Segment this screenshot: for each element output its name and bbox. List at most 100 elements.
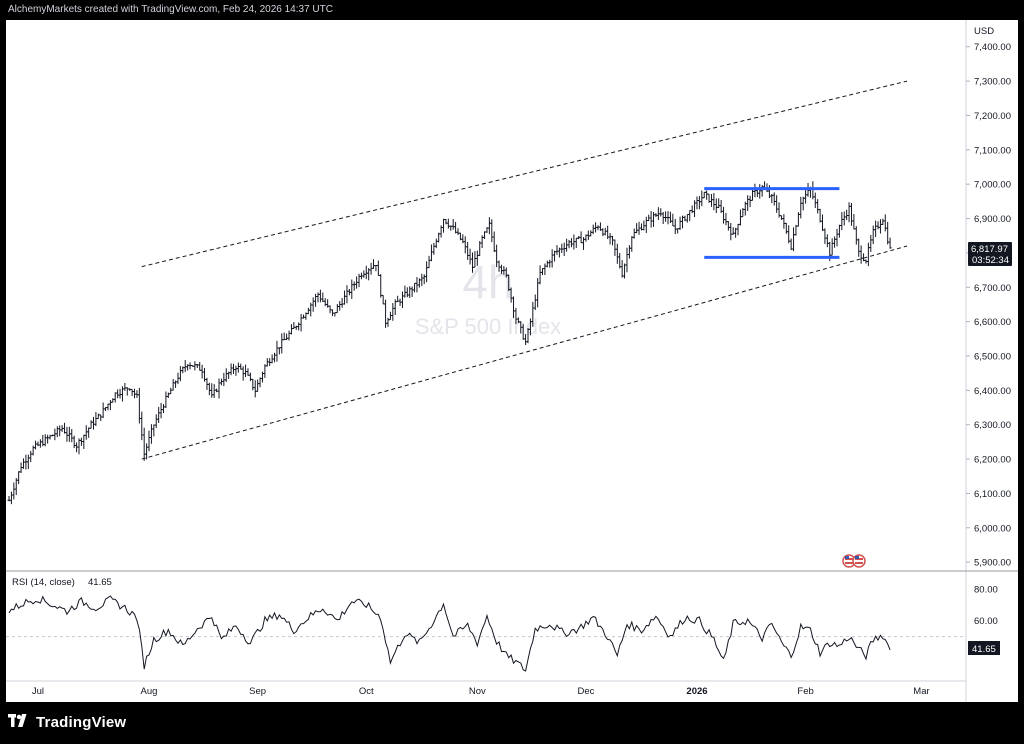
price-bar [847, 202, 851, 223]
time-tick-label: Feb [797, 686, 813, 697]
price-bar [159, 402, 163, 419]
time-tick-label: Aug [141, 686, 158, 697]
price-bar [229, 363, 233, 376]
price-bar [318, 289, 322, 303]
price-bar [830, 238, 834, 256]
price-bar [12, 482, 16, 500]
price-bar [89, 420, 93, 429]
time-axis[interactable]: Jul Aug Sep Oct Nov Dec 2026 Feb Mar [32, 686, 930, 697]
price-bar [345, 285, 349, 304]
last-price-value: 6,817.97 [971, 244, 1008, 255]
price-bar [738, 209, 742, 226]
price-bar [335, 304, 339, 314]
price-bar [113, 392, 117, 403]
channel-lower-line [141, 245, 908, 460]
price-bar [147, 430, 151, 452]
price-bar [610, 235, 614, 246]
price-bar [364, 265, 368, 280]
price-bar [823, 228, 827, 244]
price-bar [297, 322, 301, 331]
price-bar [374, 264, 378, 272]
tradingview-brand[interactable]: TradingView [8, 714, 126, 732]
price-bar [487, 217, 491, 235]
price-bar [425, 261, 429, 283]
rsi-line [8, 595, 891, 672]
price-bar [659, 208, 663, 217]
price-bar [251, 378, 255, 391]
price-bar [111, 398, 115, 403]
rsi-tick-label: 60.00 [974, 616, 998, 627]
price-bar [53, 428, 57, 441]
price-bar [589, 230, 593, 237]
price-bar [84, 425, 88, 440]
price-bar [714, 198, 718, 214]
price-bar [883, 214, 887, 232]
time-tick-label: Nov [469, 686, 486, 697]
price-bar [277, 347, 281, 355]
time-tick-label: Jul [32, 686, 44, 697]
price-bar [207, 382, 211, 396]
price-bar [244, 364, 248, 378]
price-tick-label: 5,900.00 [974, 558, 1011, 569]
price-tick-label: 7,200.00 [974, 111, 1011, 122]
price-bar [333, 312, 337, 317]
price-bar [876, 221, 880, 230]
price-axis[interactable]: 7,400.00 7,300.00 7,200.00 7,100.00 7,000.00… [966, 42, 1011, 569]
price-bar [343, 290, 347, 305]
price-bar [306, 307, 310, 315]
chart-attribution: AlchemyMarkets created with TradingView.… [0, 0, 1024, 20]
price-bar [157, 406, 161, 423]
price-bar [427, 255, 431, 269]
price-bar [46, 434, 50, 444]
price-bar [644, 216, 648, 233]
price-bar [400, 291, 404, 308]
price-bar [108, 400, 112, 411]
price-bar [116, 389, 120, 399]
price-bar [620, 260, 624, 278]
price-bar [837, 224, 841, 238]
price-bar [671, 213, 675, 227]
time-tick-label: Oct [359, 686, 374, 697]
chart-canvas[interactable]: 4h S&P 500 Index USD 7,400.00 7,300.00 7,2… [0, 0, 1024, 702]
time-tick-label: Sep [249, 686, 266, 697]
price-bar [193, 361, 197, 371]
watermark-instrument-name: S&P 500 Index [415, 314, 561, 339]
price-bar [813, 192, 817, 208]
price-bar [338, 301, 342, 311]
range-lines[interactable] [704, 187, 840, 259]
price-bar [705, 190, 709, 200]
price-bar [540, 268, 544, 276]
price-bar [140, 411, 144, 441]
brand-name: TradingView [36, 714, 127, 731]
price-bar [888, 237, 892, 249]
price-bar [217, 378, 221, 399]
price-bar [857, 238, 861, 257]
price-bar [490, 219, 494, 243]
price-bar [224, 368, 228, 382]
price-bar [562, 242, 566, 257]
price-bar [413, 282, 417, 293]
price-bar [859, 245, 863, 264]
price-bar [709, 193, 713, 207]
price-bar [133, 388, 137, 399]
price-bar [253, 380, 257, 398]
channel-lines[interactable] [141, 80, 908, 460]
price-bar [627, 245, 631, 259]
price-bar [840, 212, 844, 231]
price-bar [161, 404, 165, 414]
price-bar [618, 252, 622, 269]
price-bar [586, 230, 590, 240]
price-bar [678, 216, 682, 231]
price-bar [702, 191, 706, 199]
price-bar [442, 218, 446, 233]
rsi-label: RSI (14, close) [12, 577, 75, 588]
price-bar [314, 293, 318, 307]
price-bar [31, 445, 35, 456]
price-bar [357, 273, 361, 288]
country-flags-icon[interactable] [842, 554, 866, 568]
price-bar [825, 234, 829, 248]
price-bar [422, 274, 426, 285]
price-bars [7, 181, 892, 505]
price-bar [849, 202, 853, 226]
price-bar [664, 211, 668, 222]
